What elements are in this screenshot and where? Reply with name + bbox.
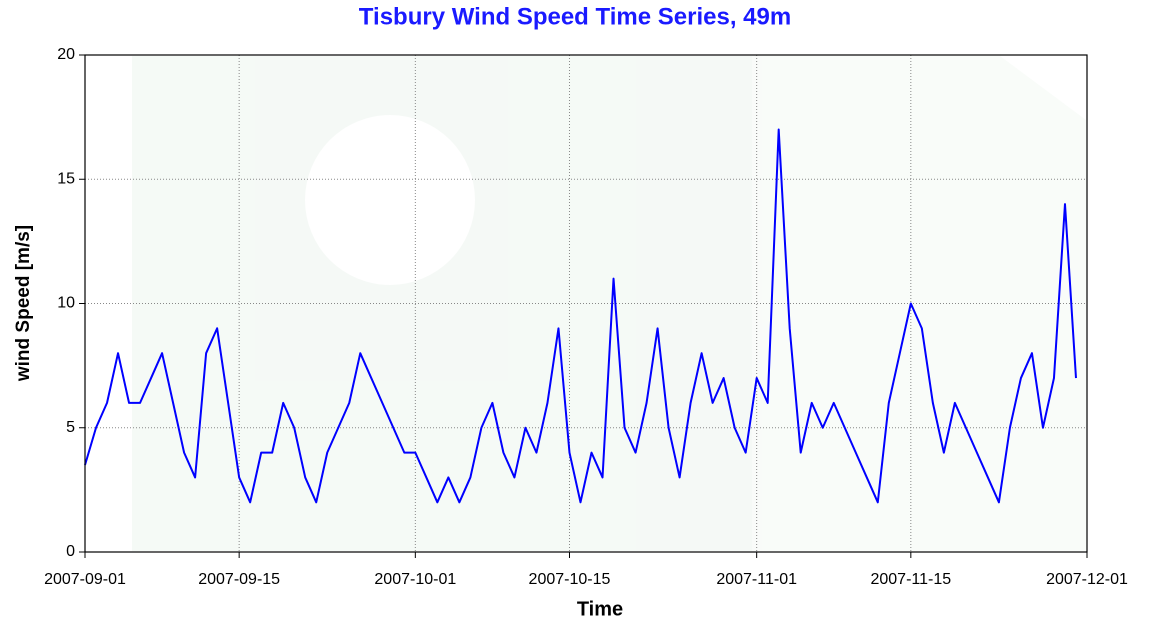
- chart-title: Tisbury Wind Speed Time Series, 49m: [359, 3, 791, 30]
- y-axis-label: wind Speed [m/s]: [13, 225, 34, 382]
- x-tick-label: 2007-12-01: [1046, 571, 1128, 588]
- x-axis-label: Time: [577, 598, 623, 620]
- plot: [84, 128, 1077, 504]
- watermark-circle: [305, 115, 475, 285]
- y-tick-label: 0: [66, 543, 75, 560]
- y-tick-label: 15: [57, 170, 75, 187]
- x-tick-label: 2007-10-15: [529, 571, 611, 588]
- y-tick-label: 10: [57, 295, 75, 312]
- x-tick-label: 2007-09-15: [198, 571, 280, 588]
- y-tick-label: 5: [66, 419, 75, 436]
- x-tick-label: 2007-11-01: [716, 571, 797, 588]
- x-tick-label: 2007-10-01: [374, 571, 456, 588]
- x-tick-label: 2007-09-01: [44, 571, 126, 588]
- y-tick-label: 20: [57, 46, 75, 63]
- series-line: [84, 128, 1077, 504]
- watermark: [132, 56, 1086, 551]
- x-tick-label: 2007-11-15: [870, 571, 951, 588]
